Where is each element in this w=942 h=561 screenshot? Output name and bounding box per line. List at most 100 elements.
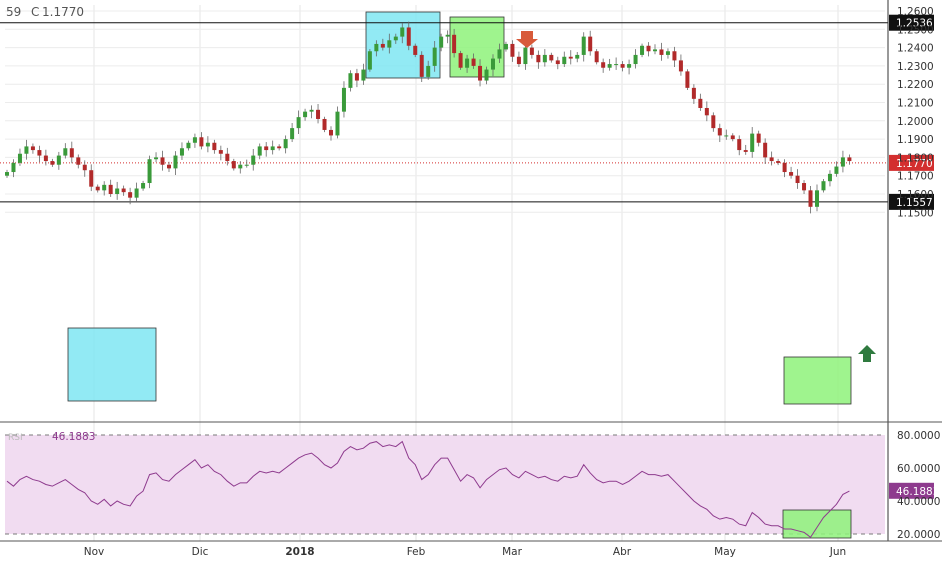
price-tick-label: 1.1700: [897, 171, 934, 183]
candle-body: [283, 139, 288, 149]
candle-body: [620, 64, 625, 68]
rsi-value-label: 46.1883: [896, 486, 939, 498]
candle-body: [212, 142, 217, 151]
candle-body: [43, 155, 48, 162]
candle-body: [594, 51, 599, 63]
candle-body: [478, 65, 483, 81]
candle-body: [167, 164, 171, 169]
candle-body: [769, 157, 774, 162]
candle-body: [789, 172, 794, 176]
candle-body: [802, 183, 807, 191]
candle-body: [179, 148, 184, 156]
candle-body: [568, 56, 573, 59]
candle-body: [756, 133, 761, 143]
candle-body: [555, 60, 560, 65]
candle-body: [387, 40, 392, 48]
candle-body: [588, 36, 593, 52]
candle-body: [808, 190, 813, 207]
candle-body: [121, 188, 126, 193]
rsi-line: [6, 440, 850, 539]
candle-body: [238, 164, 243, 169]
candle-body: [581, 36, 586, 55]
time-axis-label: Mar: [502, 546, 522, 558]
candle-body: [426, 65, 431, 77]
price-tick-label: 1.2200: [897, 79, 934, 91]
candle-body: [154, 157, 159, 160]
candle-body: [419, 54, 424, 77]
price-tick-label: 1.1600: [897, 189, 934, 201]
candle-body: [69, 148, 74, 158]
price-tick-label: 1.1500: [897, 207, 934, 219]
time-axis-label: Feb: [407, 546, 426, 558]
candle-body: [128, 192, 133, 198]
candle-body: [296, 117, 301, 129]
candle-body: [510, 43, 515, 57]
candle-body: [354, 73, 359, 81]
rsi-panel: 46.1883 RSI 46.1883: [5, 431, 939, 539]
candle-body: [704, 107, 709, 116]
time-axis-label: Nov: [84, 546, 105, 558]
header-close-label: C: [31, 5, 39, 19]
candle-body: [264, 146, 269, 151]
candle-body: [743, 150, 748, 152]
last-price-label: 1.1770: [896, 158, 933, 170]
rsi-tick-label: 40.0000: [897, 496, 940, 508]
candle-body: [335, 111, 340, 136]
candle-body: [5, 172, 9, 176]
candle-body: [601, 62, 606, 68]
candle-body: [529, 47, 534, 55]
candle-body: [303, 111, 308, 118]
rsi-value-box: [889, 482, 934, 499]
candle-body: [316, 109, 321, 119]
buy-arrow-icon: [858, 345, 876, 362]
candle-body: [484, 69, 489, 81]
candle-body: [737, 139, 742, 151]
candle-body: [717, 128, 722, 136]
candle-body: [89, 170, 94, 187]
price-tick-label: 1.2600: [897, 6, 934, 18]
highlight-box-may-low: [783, 356, 852, 405]
candle-body: [698, 98, 703, 108]
price-tick-label: 1.1900: [897, 134, 934, 146]
candle-body: [432, 47, 437, 66]
candle-body: [653, 49, 657, 52]
candle-body: [199, 137, 204, 147]
header-close-value: 1.1770: [42, 5, 84, 19]
price-tick-label: 1.2300: [897, 61, 934, 73]
candle-body: [691, 87, 696, 99]
candle-body: [821, 181, 826, 191]
signal-arrows: [516, 31, 876, 362]
candle-body: [24, 146, 29, 154]
candle-body: [309, 109, 314, 112]
candle-body: [542, 54, 547, 63]
candle-body: [400, 27, 405, 37]
candle-body: [562, 56, 567, 65]
candle-body: [11, 162, 16, 173]
candle-body: [244, 164, 249, 166]
candle-body: [186, 142, 191, 149]
candle-body: [374, 43, 379, 52]
candle-body: [439, 36, 444, 48]
level-label: 1.2536: [896, 18, 933, 30]
candle-body: [672, 51, 677, 61]
candle-body: [782, 162, 787, 173]
rsi-tick-label: 60.0000: [897, 463, 940, 475]
last-price-box: [889, 154, 934, 171]
candle-body: [575, 54, 580, 59]
candle-body: [452, 34, 457, 54]
level-label-box: [889, 14, 934, 31]
candle-body: [205, 142, 210, 147]
rsi-band: [5, 435, 885, 534]
level-label-box: [889, 193, 934, 210]
candle-body: [147, 159, 152, 184]
rsi-tick-label: 80.0000: [897, 430, 940, 442]
candle-body: [108, 184, 113, 194]
candle-body: [380, 43, 385, 48]
candle-body: [827, 173, 832, 182]
chart-grid: [5, 5, 885, 541]
candle-body: [231, 161, 236, 169]
price-tick-label: 1.2000: [897, 116, 934, 128]
candle-body: [471, 58, 476, 66]
